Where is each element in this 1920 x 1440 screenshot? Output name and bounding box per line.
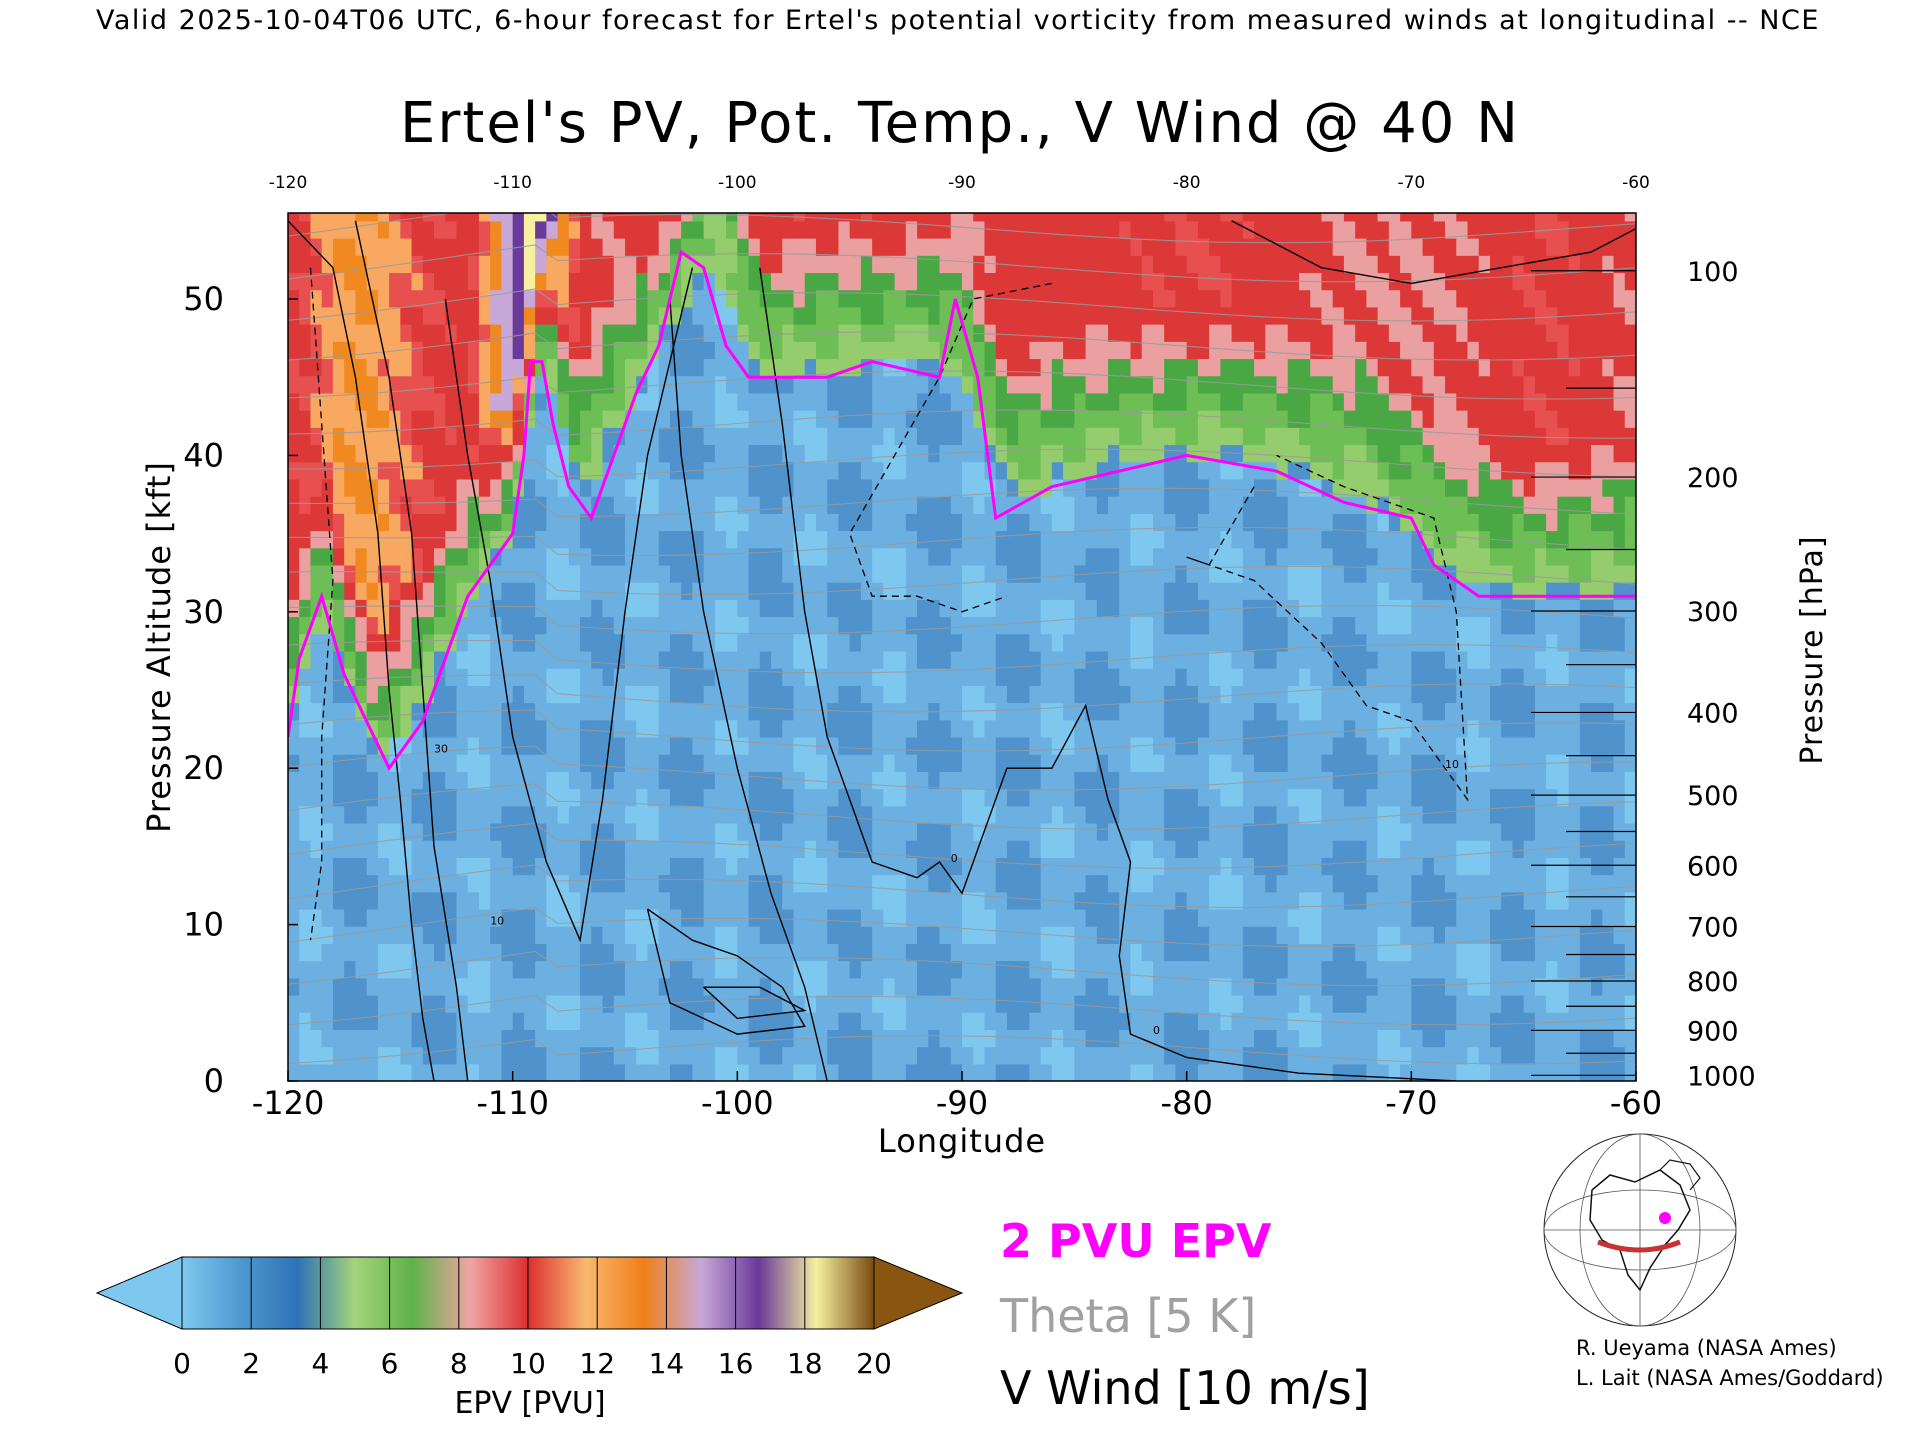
x-top-tick-label: -100: [718, 173, 757, 193]
colorbar-tick-label: 20: [856, 1347, 892, 1380]
wind-contour-2: [444, 267, 694, 943]
colorbar-tick-label: 4: [311, 1347, 329, 1380]
pressure-tick-label: 300: [1687, 597, 1739, 628]
wind-contour-1: [354, 220, 469, 1081]
colorbar-tick-label: 12: [579, 1347, 615, 1380]
y-tick-label: 0: [204, 1062, 224, 1100]
wind-contour-label-3: 30: [434, 743, 448, 756]
colorbar-label: EPV [PVU]: [454, 1386, 605, 1421]
pressure-tick-label: 1000: [1687, 1061, 1756, 1092]
colorbar-tick-label: 16: [718, 1347, 754, 1380]
legend-pv-line: 2 PVU EPV: [1000, 1214, 1272, 1268]
wind-contour-3: [669, 298, 828, 1081]
pressure-tick-label: 600: [1687, 851, 1739, 882]
chart-title: Ertel's PV, Pot. Temp., V Wind @ 40 N: [400, 91, 1520, 156]
x-tick-label: -90: [936, 1084, 988, 1122]
colorbar-tick-label: 6: [381, 1347, 399, 1380]
wind-contour-7: [1231, 220, 1636, 285]
wind-contour-label-0: 0: [951, 852, 958, 865]
wind-contour-negative-2: [1186, 454, 1469, 802]
wind-contour-label-2: 10: [490, 915, 504, 928]
x-tick-label: -110: [476, 1084, 549, 1122]
colorbar-under-arrow: [95, 1256, 183, 1330]
pressure-tick-label: 200: [1687, 463, 1739, 494]
wind-contour-5: [646, 908, 806, 1035]
x-tick-label: -120: [252, 1084, 325, 1122]
theta-contours: [288, 213, 1636, 1065]
pressure-tick-label: 100: [1687, 257, 1739, 288]
y-axis-left: 0 10 20 30 40 50: [183, 280, 298, 1100]
y-tick-label: 20: [183, 749, 224, 787]
x-tick-label: -80: [1161, 1084, 1213, 1122]
x-tick-label: -70: [1385, 1084, 1437, 1122]
x-tick-label: -100: [701, 1084, 774, 1122]
x-axis-top: -120 -110 -100 -90 -80 -70 -60: [269, 173, 1650, 193]
colorbar-tick-label: 8: [450, 1347, 468, 1380]
wind-contours: 0 0 10 30 10: [288, 220, 1636, 1081]
y-tick-label: 10: [183, 906, 224, 944]
y-tick-label: 40: [183, 436, 224, 474]
x-top-tick-label: -120: [269, 173, 308, 193]
section-line: [1597, 1239, 1681, 1253]
legend-theta: Theta [5 K]: [999, 1289, 1256, 1343]
y-axis-right-label: Pressure [hPa]: [1795, 535, 1830, 764]
colorbar-tick-label: 0: [173, 1347, 191, 1380]
x-top-tick-label: -110: [493, 173, 532, 193]
colorbar-over-arrow: [873, 1256, 964, 1330]
y-axis-right: 100 200 300 400 500 600 700 800 900 1000: [1531, 257, 1756, 1092]
credit-line-1: R. Ueyama (NASA Ames): [1576, 1336, 1837, 1360]
heatmap-layer: 0 0 10 30 10: [288, 213, 1636, 1081]
wind-contour-4: [759, 267, 1457, 1081]
pressure-tick-label: 800: [1687, 967, 1739, 998]
x-top-tick-label: -70: [1397, 173, 1425, 193]
colorbar-tick-label: 10: [510, 1347, 546, 1380]
wind-contour-label-1: 0: [1153, 1024, 1160, 1037]
x-top-tick-label: -60: [1622, 173, 1650, 193]
pressure-tick-label: 500: [1687, 781, 1739, 812]
pressure-tick-label: 700: [1687, 913, 1739, 944]
pressure-tick-label: 900: [1687, 1016, 1739, 1047]
colorbar-tick-label: 18: [787, 1347, 823, 1380]
header-caption: Valid 2025-10-04T06 UTC, 6-hour forecast…: [96, 5, 1820, 36]
credit-line-2: L. Lait (NASA Ames/Goddard): [1576, 1366, 1884, 1390]
pv-2pvu-line: [288, 249, 1636, 772]
y-tick-label: 30: [183, 593, 224, 631]
wind-contour-label-4: 10: [1445, 758, 1459, 771]
x-top-tick-label: -90: [948, 173, 976, 193]
y-axis-label: Pressure Altitude [kft]: [140, 461, 178, 833]
x-top-tick-label: -80: [1173, 173, 1201, 193]
legend: 2 PVU EPV Theta [5 K] V Wind [10 m/s]: [999, 1214, 1370, 1415]
wind-contour-6: [703, 986, 808, 1020]
wind-contour-0: [288, 220, 435, 1081]
globe-section-map-icon: [1543, 1133, 1737, 1327]
y-tick-label: 50: [183, 280, 224, 318]
colorbar-tick-label: 14: [649, 1347, 685, 1380]
x-axis-bottom: -120 -110 -100 -90 -80 -70 -60: [252, 1071, 1662, 1122]
colorbar-tick-label: 2: [242, 1347, 260, 1380]
colorbar: 0 2 4 6 8 10 12 14 16 18 20 EPV [PVU]: [95, 1256, 964, 1421]
x-tick-label: -60: [1610, 1084, 1662, 1122]
legend-wind: V Wind [10 m/s]: [1000, 1361, 1370, 1415]
pressure-tick-label: 400: [1687, 698, 1739, 729]
x-axis-label: Longitude: [878, 1122, 1046, 1160]
